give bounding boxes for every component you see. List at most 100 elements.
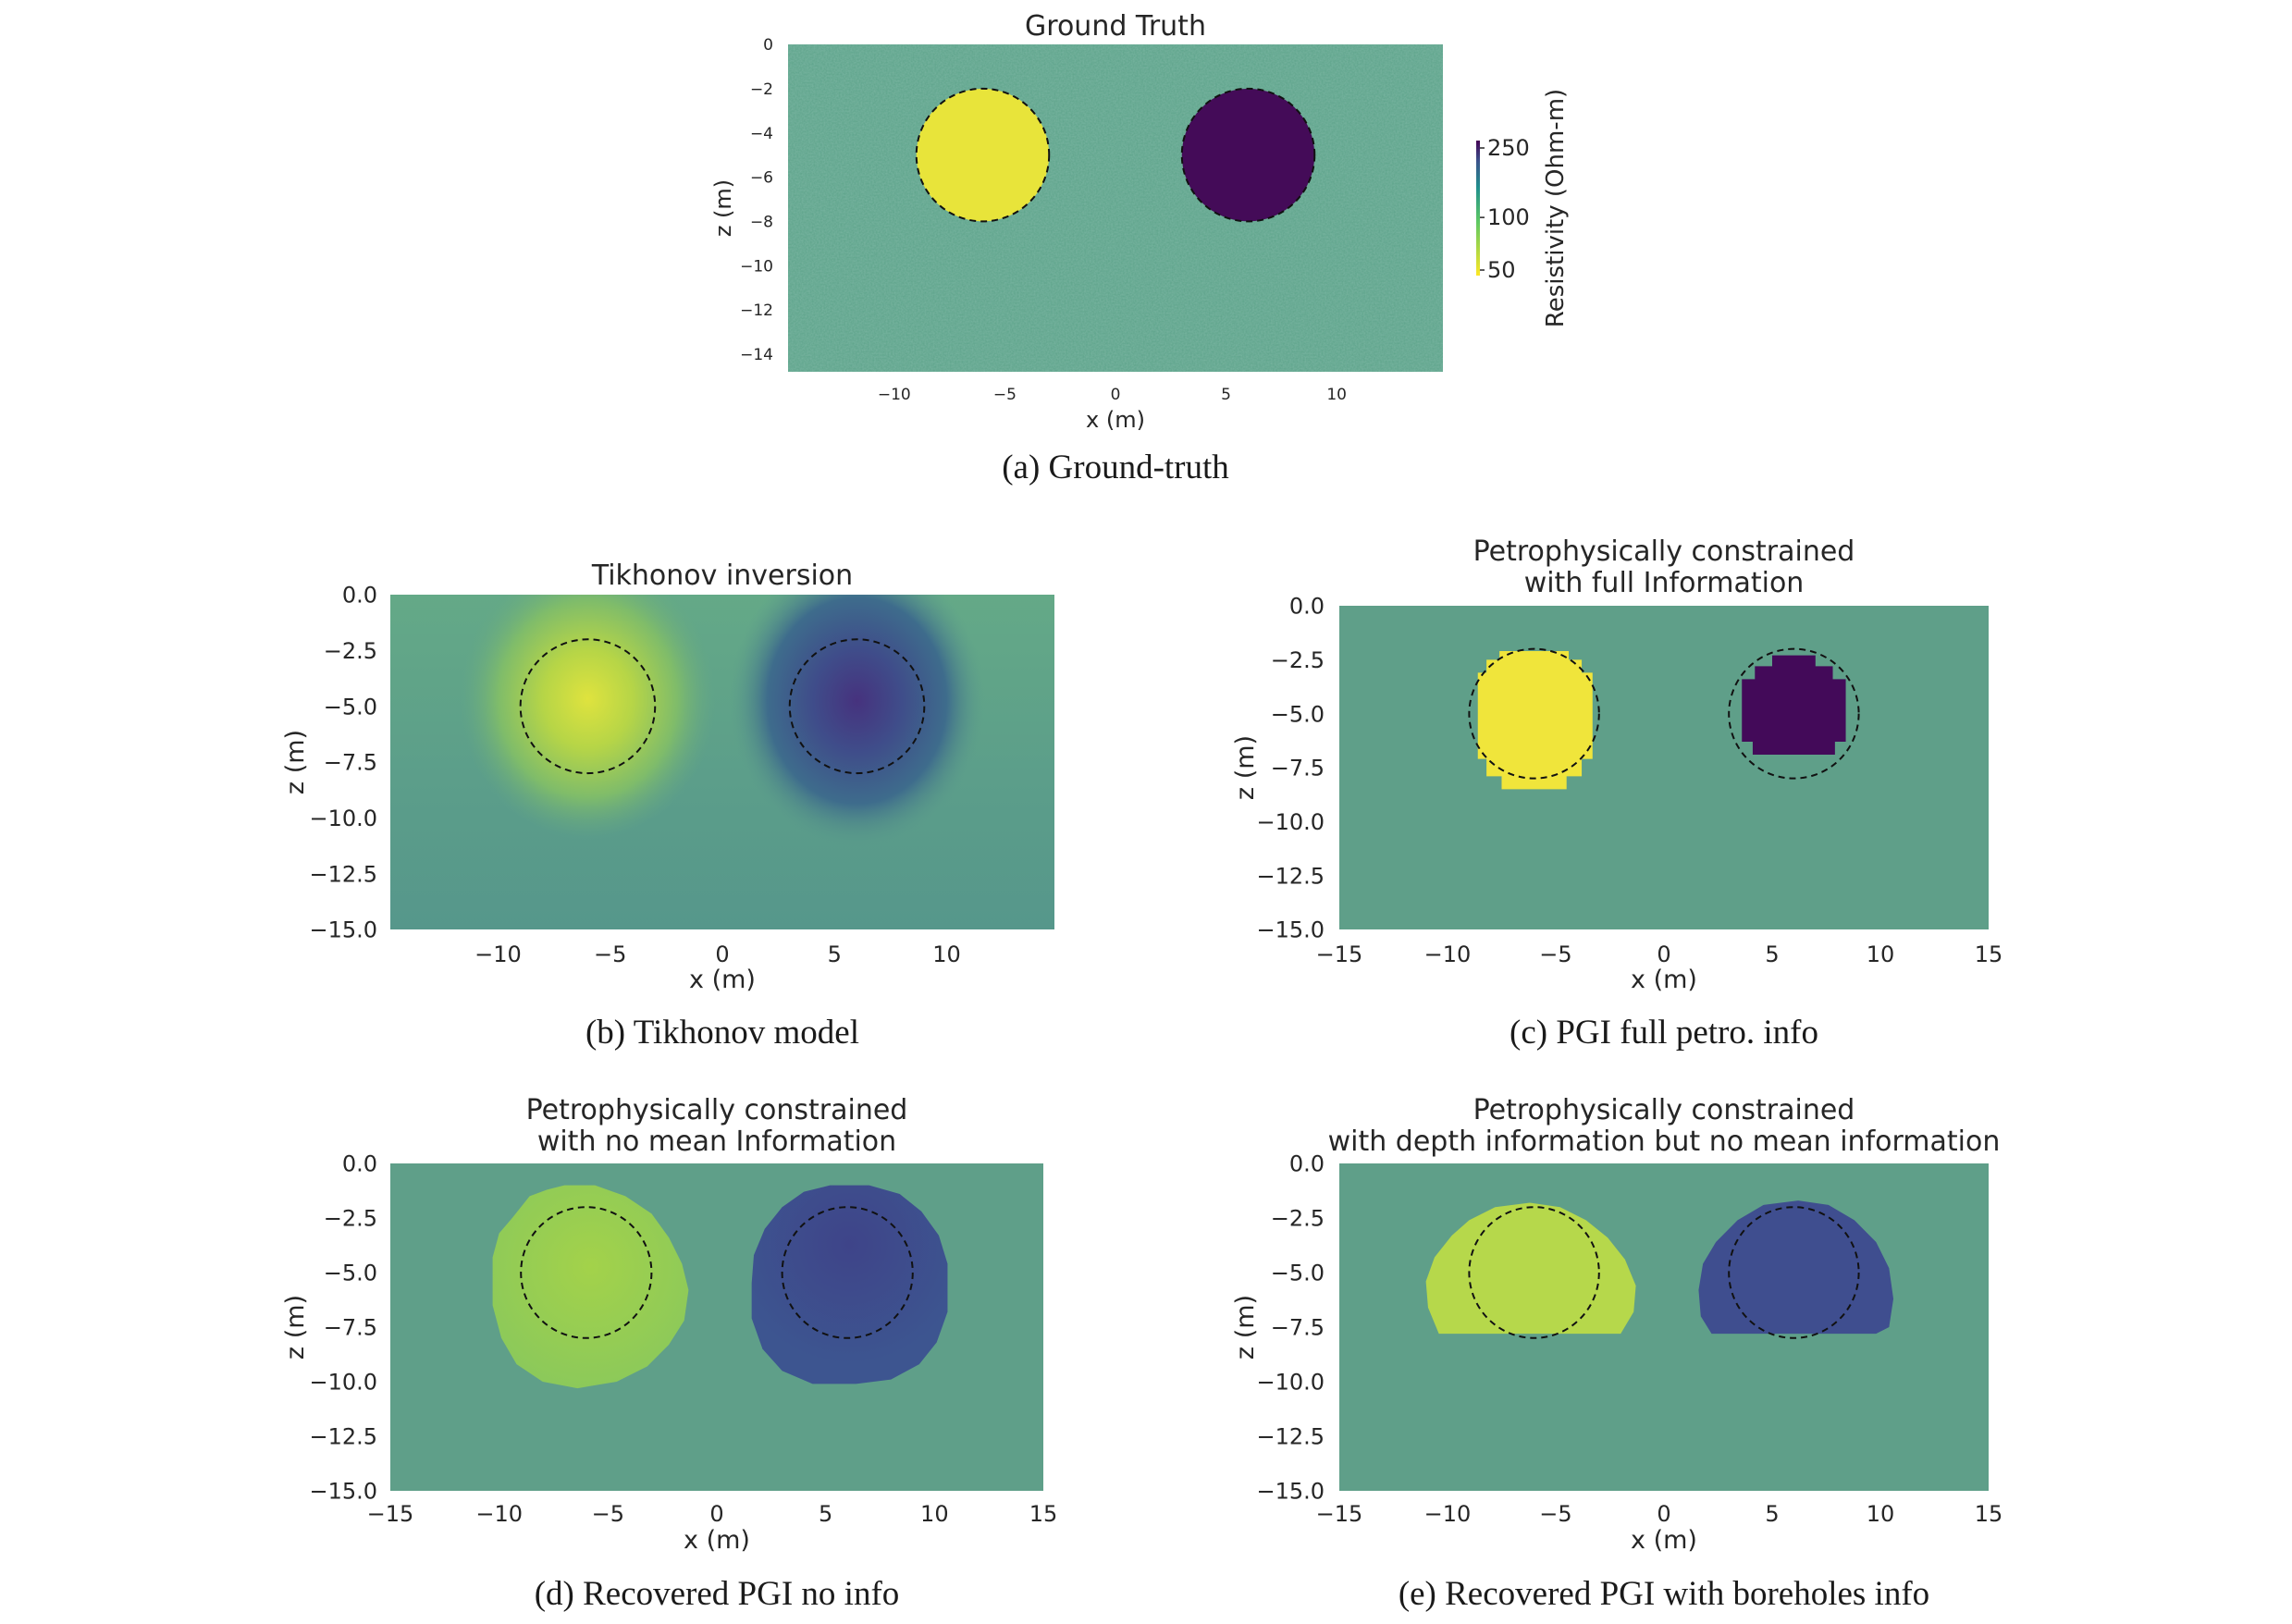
plot-area: [788, 44, 1443, 372]
y-tick-label: −10.0: [1256, 809, 1325, 835]
panel-title-line: Petrophysically constrained: [1473, 535, 1855, 568]
y-axis-label: z (m): [1231, 1295, 1260, 1359]
resistive-body: [1181, 88, 1315, 222]
y-tick-label: 0: [763, 36, 773, 55]
conductive-body: [1425, 1202, 1636, 1335]
x-tick-label: 0: [715, 941, 729, 967]
panel-caption: (b) Tikhonov model: [585, 1014, 859, 1052]
resistive-body: [1742, 655, 1846, 755]
x-tick-label: 0: [1657, 941, 1670, 967]
x-tick-label: −10: [475, 1501, 523, 1527]
x-tick-label: −15: [367, 1501, 414, 1527]
panel-title-line: Petrophysically constrained: [1473, 1094, 1855, 1126]
x-axis-label: x (m): [1631, 966, 1697, 994]
y-tick-label: −12.5: [1256, 863, 1325, 889]
x-tick-label: 0: [709, 1501, 723, 1527]
noise-texture: [788, 44, 1443, 372]
x-tick-label: 15: [1029, 1501, 1058, 1527]
y-tick-label: −5.0: [1271, 1261, 1325, 1286]
x-tick-label: 5: [828, 941, 842, 967]
x-tick-label: 15: [1975, 941, 2003, 967]
panel-a: −10 −5 0 5 100−2−4−6−8−10−12−14x (m)z (m)Gro…: [710, 10, 1570, 486]
colorbar-tick-label: 250: [1487, 135, 1530, 161]
panel-title: Ground Truth: [1025, 10, 1206, 43]
true-outline-conductive-cylinder: [915, 87, 1051, 223]
colorbar: 250 100 50 Resistivity (Ohm-m): [1476, 89, 1570, 327]
y-tick-label: −12.5: [1256, 1424, 1325, 1450]
y-tick-label: 0.0: [342, 583, 377, 609]
y-tick-label: −2.5: [324, 1206, 377, 1232]
y-tick-label: −12.5: [309, 1424, 377, 1450]
true-outline-conductive-cylinder: [1468, 647, 1600, 780]
y-tick-label: −2.5: [1271, 1206, 1325, 1232]
plot-area: [390, 595, 1054, 929]
y-axis-label: z (m): [281, 1295, 310, 1359]
background-model: [1339, 606, 1989, 929]
y-tick-label: −10.0: [309, 1370, 377, 1396]
x-tick-label: 10: [932, 941, 961, 967]
x-tick-label: −5: [592, 1501, 624, 1527]
x-tick-label: 15: [1975, 1501, 2003, 1527]
panel-b: −10 −5 0 5 10 0.0 −2.5 −5.0 −7.5 −10.0 −12.5 −15.0 x…: [281, 560, 1054, 1052]
x-tick-label: −5: [1539, 1501, 1571, 1527]
panel-caption: (e) Recovered PGI with boreholes info: [1399, 1575, 1929, 1613]
y-tick-label: 0.0: [342, 1151, 377, 1177]
x-tick-label: −5: [1539, 941, 1571, 967]
true-outline-conductive-cylinder: [519, 638, 657, 775]
x-axis-label: x (m): [1631, 1526, 1697, 1555]
x-tick-label: 5: [1221, 386, 1231, 404]
y-tick-label: −10: [740, 257, 773, 276]
y-tick-label: −15.0: [1256, 917, 1325, 943]
y-tick-label: −14: [740, 346, 773, 364]
background-model: [390, 1163, 1043, 1491]
colorbar-tick-label: 50: [1487, 257, 1516, 283]
panel-title-line: with full Information: [1524, 567, 1805, 599]
y-tick-label: −8: [750, 213, 773, 231]
panel-d: −15 −10 −5 0 5 10 15 0.0 −2.5 −5.0 −7.5 −10.0 −12.5 −…: [281, 1094, 1057, 1613]
x-tick-label: −10: [1424, 941, 1472, 967]
resistive-body: [751, 1185, 948, 1384]
y-tick-label: −15.0: [309, 917, 377, 943]
panel-e: −15 −10 −5 0 5 10 15 0.0 −2.5 −5.0 −7.5 −10.0 −12.5 −…: [1231, 1094, 2002, 1613]
x-tick-label: 10: [1867, 1501, 1895, 1527]
panel-title-line: Petrophysically constrained: [526, 1094, 908, 1126]
x-tick-label: −5: [993, 386, 1017, 404]
panel-title-line: with depth information but no mean infor…: [1328, 1126, 2001, 1158]
colorbar-tick-label: 100: [1487, 204, 1530, 230]
panel-caption: (c) PGI full petro. info: [1510, 1014, 1818, 1052]
y-tick-label: −15.0: [309, 1479, 377, 1505]
true-outline-resistive-cylinder: [781, 1206, 914, 1339]
panel-caption: (d) Recovered PGI no info: [535, 1575, 900, 1613]
plot-area: [1339, 606, 1989, 929]
x-tick-label: 0: [1657, 1501, 1670, 1527]
x-axis-label: x (m): [689, 966, 756, 994]
y-tick-label: −5.0: [324, 1261, 377, 1286]
x-tick-label: 10: [920, 1501, 949, 1527]
colorbar-gradient: [1476, 141, 1480, 276]
y-tick-label: −7.5: [324, 1315, 377, 1341]
x-tick-label: −10: [474, 941, 522, 967]
y-axis-label: z (m): [281, 730, 310, 794]
conductive-anomaly: [460, 595, 716, 840]
resistive-body: [1698, 1200, 1894, 1335]
resistive-anomaly: [729, 595, 985, 848]
y-tick-label: −7.5: [1271, 756, 1325, 781]
y-tick-label: 0.0: [1289, 594, 1325, 620]
x-tick-label: −10: [878, 386, 911, 404]
plot-area: [1339, 1163, 1989, 1491]
y-tick-label: −5.0: [324, 694, 377, 720]
x-tick-label: −15: [1316, 941, 1363, 967]
panel-title: Tikhonov inversion: [591, 560, 853, 592]
x-tick-label: 5: [819, 1501, 832, 1527]
x-tick-label: −10: [1424, 1501, 1472, 1527]
true-outline-conductive-cylinder: [1468, 1206, 1600, 1339]
true-outline-conductive-cylinder: [520, 1206, 653, 1339]
x-tick-label: −15: [1316, 1501, 1363, 1527]
y-tick-label: −6: [750, 169, 773, 188]
y-tick-label: −5.0: [1271, 701, 1325, 727]
x-axis-label: x (m): [684, 1526, 750, 1555]
x-tick-label: 5: [1765, 941, 1779, 967]
colorbar-label: Resistivity (Ohm-m): [1542, 89, 1570, 327]
panel-c: −15 −10 −5 0 5 10 15 0.0 −2.5 −5.0 −7.5 −10.0 −12.5 −…: [1231, 535, 2002, 1052]
true-outline-resistive-cylinder: [1180, 87, 1316, 223]
